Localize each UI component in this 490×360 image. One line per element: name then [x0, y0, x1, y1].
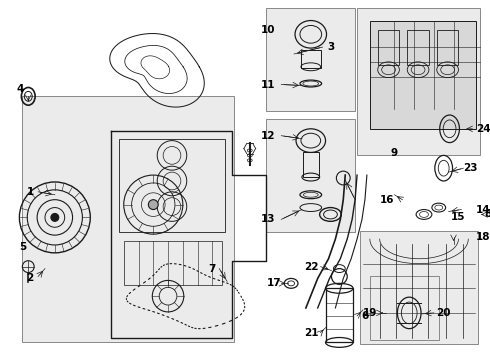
Bar: [267, 8, 355, 111]
Bar: [378, 30, 399, 65]
Text: 14: 14: [476, 204, 490, 215]
Text: 15: 15: [451, 212, 466, 222]
Text: 6: 6: [361, 311, 368, 321]
Bar: [357, 8, 480, 156]
Text: 1: 1: [26, 187, 34, 197]
Bar: [119, 139, 225, 232]
Text: 12: 12: [261, 131, 276, 141]
Text: 10: 10: [261, 25, 276, 35]
Text: 3: 3: [327, 42, 334, 52]
Text: 5: 5: [19, 242, 26, 252]
Text: 2: 2: [26, 274, 34, 283]
Text: 8: 8: [484, 210, 490, 220]
Text: 24: 24: [476, 124, 490, 134]
Text: 18: 18: [476, 232, 490, 242]
Text: 9: 9: [391, 148, 398, 158]
Text: 23: 23: [463, 163, 478, 173]
Circle shape: [51, 213, 59, 221]
Bar: [370, 276, 439, 341]
Text: 22: 22: [304, 262, 319, 272]
Bar: [23, 96, 234, 342]
Text: 7: 7: [209, 264, 216, 274]
Text: 13: 13: [261, 214, 276, 224]
Bar: [325, 288, 353, 342]
Text: 21: 21: [304, 328, 319, 338]
Text: 16: 16: [379, 195, 394, 205]
Bar: [437, 30, 459, 65]
Bar: [360, 231, 478, 345]
Bar: [370, 21, 476, 129]
Text: 11: 11: [261, 80, 276, 90]
Text: 17: 17: [267, 278, 282, 288]
Bar: [267, 119, 355, 232]
Bar: [407, 30, 429, 65]
Text: 20: 20: [437, 308, 451, 318]
Text: 4: 4: [17, 85, 24, 94]
Text: 19: 19: [363, 308, 377, 318]
Bar: [303, 152, 318, 177]
Circle shape: [148, 200, 158, 210]
Bar: [124, 241, 222, 285]
Bar: [301, 50, 320, 68]
